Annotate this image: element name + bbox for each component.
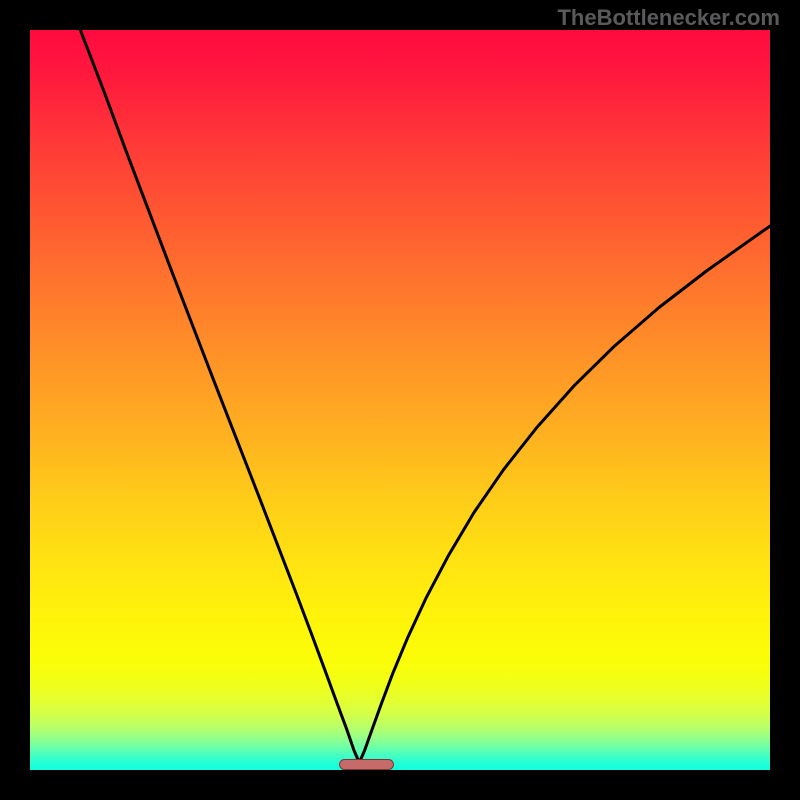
- watermark-text: TheBottlenecker.com: [557, 5, 780, 31]
- curve-path: [80, 30, 770, 763]
- chart-container: TheBottlenecker.com: [0, 0, 800, 800]
- plot-area: [30, 30, 770, 770]
- optimal-marker: [339, 759, 395, 770]
- bottleneck-curve: [30, 30, 770, 770]
